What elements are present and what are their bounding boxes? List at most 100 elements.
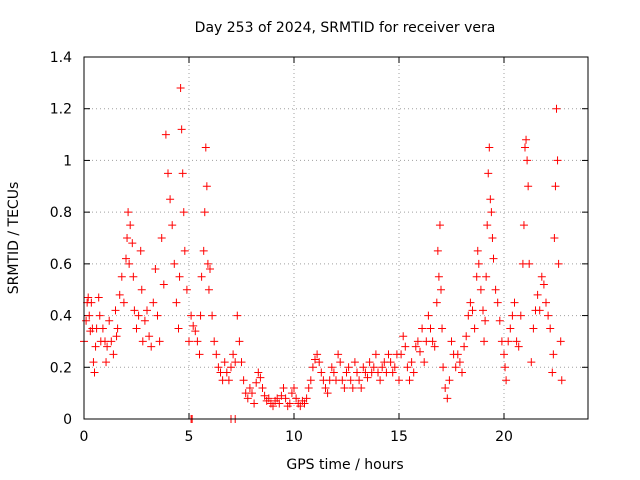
data-point	[390, 363, 399, 372]
data-point	[334, 350, 343, 359]
data-point	[428, 337, 437, 346]
data-point	[180, 246, 189, 255]
data-point	[214, 363, 223, 372]
data-point	[227, 363, 235, 372]
data-point	[369, 363, 378, 372]
data-point	[413, 337, 422, 346]
data-point	[527, 358, 536, 367]
data-point	[443, 394, 452, 403]
data-point	[202, 182, 211, 191]
data-point	[556, 337, 565, 346]
data-point	[323, 389, 332, 398]
data-point	[502, 376, 511, 385]
data-point	[512, 337, 521, 346]
data-point	[317, 368, 326, 377]
data-point	[239, 376, 248, 385]
data-point	[304, 383, 313, 392]
data-point	[522, 135, 531, 144]
data-point	[311, 355, 319, 364]
data-point	[296, 402, 305, 411]
data-point	[321, 383, 330, 392]
data-point	[201, 143, 210, 152]
data-point	[411, 342, 420, 351]
data-point	[115, 290, 124, 299]
data-point	[111, 306, 120, 315]
data-point	[94, 293, 103, 302]
data-point	[200, 208, 209, 217]
data-point	[504, 337, 513, 346]
data-point	[189, 321, 198, 330]
data-point	[464, 311, 473, 320]
y-tick-label: 0	[63, 412, 72, 428]
data-point	[182, 285, 191, 294]
data-point	[112, 332, 121, 341]
data-point	[557, 376, 566, 385]
data-point	[252, 378, 261, 387]
data-point	[129, 272, 138, 281]
data-point	[170, 259, 179, 268]
x-tick-label: 0	[80, 429, 89, 445]
data-point	[177, 125, 186, 134]
data-point	[516, 311, 525, 320]
data-point	[472, 272, 481, 281]
data-point	[474, 259, 483, 268]
data-point	[125, 259, 134, 268]
data-point	[138, 337, 147, 346]
data-point	[363, 373, 372, 382]
data-point	[551, 182, 560, 191]
data-point	[197, 272, 206, 281]
data-point	[544, 311, 553, 320]
data-point	[336, 358, 345, 367]
data-point	[178, 169, 187, 178]
data-point	[439, 363, 448, 372]
data-point	[254, 368, 263, 377]
data-point	[405, 376, 414, 385]
data-point	[353, 368, 361, 377]
data-point	[245, 383, 254, 392]
data-point	[327, 363, 336, 372]
data-point	[85, 311, 94, 320]
data-point	[256, 373, 265, 382]
data-point	[376, 376, 385, 385]
data-point	[445, 376, 454, 385]
data-point	[210, 337, 219, 346]
data-point	[479, 306, 487, 315]
data-point	[166, 195, 175, 204]
data-point	[433, 246, 442, 255]
x-tick-label: 20	[495, 429, 513, 445]
data-point	[378, 363, 387, 372]
data-point	[500, 350, 508, 359]
data-point	[533, 290, 542, 299]
data-point	[424, 311, 433, 320]
data-point	[153, 311, 162, 320]
data-point	[237, 358, 246, 367]
data-point	[151, 265, 160, 274]
data-point	[493, 298, 502, 307]
data-point	[329, 368, 338, 377]
data-point	[430, 342, 439, 351]
data-point	[384, 350, 393, 359]
data-point	[525, 259, 534, 268]
data-point	[438, 324, 447, 333]
grid-lines	[84, 57, 588, 419]
data-point	[113, 324, 122, 333]
plot-border	[83, 56, 589, 420]
data-point	[105, 316, 114, 325]
data-point	[386, 358, 395, 367]
data-point	[550, 234, 559, 242]
data-point	[342, 368, 351, 377]
data-point	[523, 156, 532, 165]
data-point	[554, 259, 563, 268]
data-point	[89, 358, 98, 367]
data-point	[235, 337, 244, 346]
data-point	[451, 363, 460, 372]
data-point	[485, 143, 494, 152]
data-point	[140, 316, 149, 325]
data-point	[455, 358, 464, 367]
y-tick-label: 1	[63, 153, 72, 169]
y-tick-label: 1.2	[50, 102, 72, 118]
data-point	[147, 342, 156, 351]
data-point	[277, 391, 286, 400]
data-point	[552, 104, 561, 113]
data-point	[476, 285, 485, 294]
